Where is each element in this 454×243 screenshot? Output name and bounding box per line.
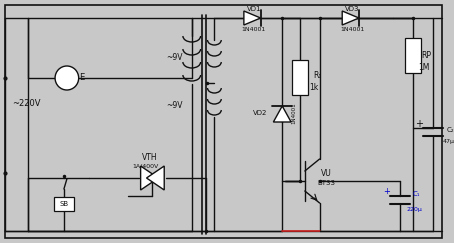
Text: C₂: C₂ [447,127,454,133]
Polygon shape [342,11,359,25]
Polygon shape [147,166,164,190]
Text: VD1: VD1 [247,6,261,12]
Bar [405,38,421,73]
Text: +: + [383,188,390,197]
Text: 1N4001: 1N4001 [340,27,364,33]
Text: VU: VU [321,168,332,177]
Text: ~9V: ~9V [166,102,183,111]
Text: BT33: BT33 [317,180,336,186]
Text: R₁: R₁ [313,71,322,80]
Text: VTH: VTH [142,154,157,163]
Text: E: E [79,73,84,83]
Text: VD3: VD3 [345,6,359,12]
Text: C₁: C₁ [412,191,419,197]
Text: +: + [415,119,423,129]
Polygon shape [141,166,158,190]
Text: 47μ: 47μ [442,139,454,145]
Circle shape [55,66,79,90]
Polygon shape [244,11,261,25]
Text: 220μ: 220μ [406,207,422,211]
Text: SB: SB [59,201,69,207]
Text: 1M: 1M [418,62,429,71]
Text: ~9V: ~9V [166,53,183,62]
Text: 1N4001: 1N4001 [291,102,296,124]
Bar [54,197,74,211]
Text: VD2: VD2 [253,110,267,116]
Text: RP: RP [421,51,431,60]
Polygon shape [273,106,291,122]
Text: 1A/400V: 1A/400V [133,164,158,168]
Text: 1N4001: 1N4001 [242,27,266,33]
Text: 1k: 1k [309,83,318,92]
Bar [292,60,308,95]
Text: ~220V: ~220V [12,98,41,107]
